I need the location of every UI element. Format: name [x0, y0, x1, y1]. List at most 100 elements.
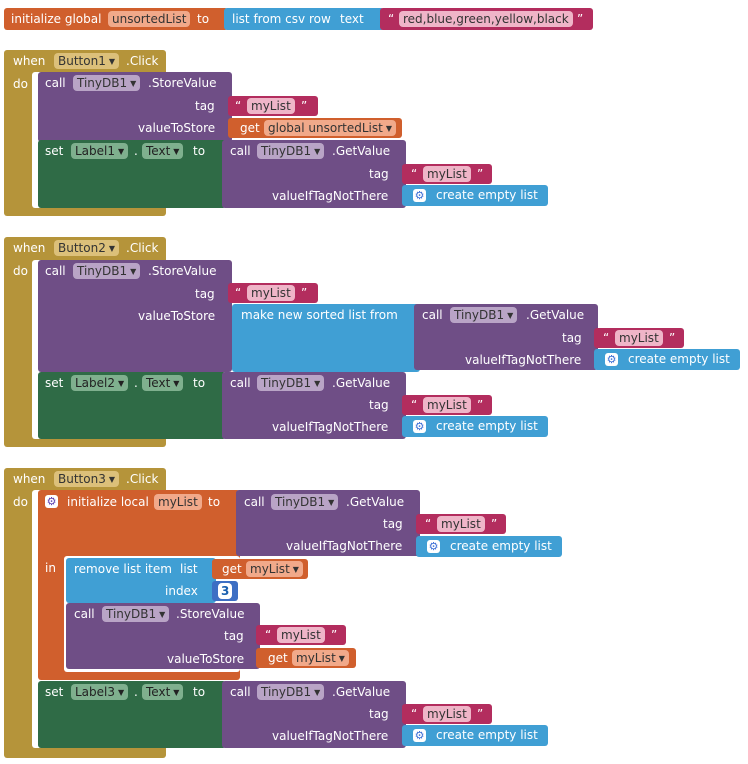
- init-global-block[interactable]: initialize global unsortedList to: [4, 8, 228, 30]
- string-mylist[interactable]: “ myList ”: [416, 514, 506, 534]
- chevron-down-icon: ▼: [173, 147, 180, 156]
- string-mylist[interactable]: “ myList ”: [594, 328, 684, 348]
- tinydb-dropdown[interactable]: TinyDB1 ▼: [102, 606, 170, 622]
- global-var-name[interactable]: unsortedList: [108, 11, 191, 27]
- csv-row-block[interactable]: list from csv row text: [224, 8, 384, 30]
- string-value[interactable]: myList: [423, 397, 471, 413]
- create-empty-list-block[interactable]: ⚙ create empty list: [594, 349, 740, 370]
- getvalue-block-1[interactable]: call TinyDB1 ▼ .GetValue tag valueIfTagNo…: [222, 140, 406, 208]
- string-value[interactable]: myList: [247, 98, 295, 114]
- string-text: myList: [427, 707, 467, 721]
- csv-string-block[interactable]: “ red,blue,green,yellow,black ”: [380, 8, 593, 30]
- store-value-block-1[interactable]: call TinyDB1 ▼ .StoreValue tag valueToSto…: [38, 72, 232, 142]
- getvalue-block-sorted[interactable]: call TinyDB1 ▼ .GetValue tag valueIfTagNo…: [414, 304, 598, 370]
- label3-dropdown[interactable]: Label3 ▼: [71, 684, 129, 700]
- call-label: call: [45, 264, 66, 278]
- index-value[interactable]: 3: [218, 583, 233, 599]
- tinydb-dropdown[interactable]: TinyDB1 ▼: [271, 494, 339, 510]
- csv-string-value[interactable]: red,blue,green,yellow,black: [399, 11, 573, 27]
- string-mylist[interactable]: “ myList ”: [256, 625, 346, 645]
- chevron-down-icon: ▼: [159, 610, 166, 619]
- set-label2-block[interactable]: set Label2 ▼ . Text ▼ to: [38, 372, 226, 439]
- init-global-label: initialize global: [11, 12, 102, 26]
- call-label: call: [230, 144, 251, 158]
- button1-dropdown[interactable]: Button1 ▼: [54, 53, 119, 69]
- get-mylist-block[interactable]: get myList ▼: [256, 648, 356, 668]
- mylist-text: myList: [296, 651, 336, 665]
- create-empty-list-block[interactable]: ⚙ create empty list: [402, 416, 548, 437]
- gear-icon[interactable]: ⚙: [45, 495, 58, 508]
- string-value[interactable]: myList: [423, 166, 471, 182]
- tinydb-dropdown[interactable]: TinyDB1 ▼: [257, 684, 325, 700]
- dot-label: .: [134, 376, 138, 390]
- string-value[interactable]: myList: [615, 330, 663, 346]
- string-mylist[interactable]: “ myList ”: [402, 704, 492, 724]
- remove-label: remove list item: [74, 562, 172, 576]
- sorted-list-block[interactable]: make new sorted list from: [232, 304, 420, 372]
- number-block[interactable]: 3: [212, 581, 238, 601]
- tinydb-dropdown[interactable]: TinyDB1 ▼: [257, 143, 325, 159]
- gear-icon[interactable]: ⚙: [413, 189, 426, 202]
- dot-label: .: [134, 685, 138, 699]
- string-mylist[interactable]: “ myList ”: [228, 96, 318, 116]
- tinydb-dropdown[interactable]: TinyDB1 ▼: [73, 263, 141, 279]
- chevron-down-icon: ▼: [328, 498, 335, 507]
- remove-list-item-block[interactable]: remove list item list index: [66, 558, 216, 603]
- get-global-block[interactable]: get global unsortedList ▼: [228, 118, 402, 138]
- mylist-dropdown[interactable]: myList ▼: [292, 650, 349, 666]
- tinydb-dropdown[interactable]: TinyDB1 ▼: [73, 75, 141, 91]
- button2-dropdown[interactable]: Button2 ▼: [54, 240, 119, 256]
- string-mylist[interactable]: “ myList ”: [402, 395, 492, 415]
- tinydb-text: TinyDB1: [77, 264, 128, 278]
- quote-open: “: [603, 331, 610, 345]
- mylist-text: myList: [250, 562, 290, 576]
- getvalue-block-2[interactable]: call TinyDB1 ▼ .GetValue tag valueIfTagNo…: [222, 372, 406, 439]
- tag-label: tag: [369, 398, 389, 412]
- set-label: set: [45, 376, 64, 390]
- mylist-dropdown[interactable]: myList ▼: [246, 561, 303, 577]
- storevalue-label: .StoreValue: [148, 264, 217, 278]
- button2-text: Button2: [58, 241, 106, 255]
- store-value-block-2[interactable]: call TinyDB1 ▼ .StoreValue tag valueToSto…: [38, 260, 232, 372]
- string-value[interactable]: myList: [247, 285, 295, 301]
- create-empty-list-block[interactable]: ⚙ create empty list: [402, 185, 548, 206]
- quote-close: ”: [477, 707, 484, 721]
- label2-dropdown[interactable]: Label2 ▼: [71, 375, 129, 391]
- set-label3-block[interactable]: set Label3 ▼ . Text ▼ to: [38, 681, 226, 748]
- button3-dropdown[interactable]: Button3 ▼: [54, 471, 119, 487]
- string-mylist[interactable]: “ myList ”: [402, 164, 492, 184]
- local-var-name[interactable]: myList: [154, 494, 202, 510]
- tag-label: tag: [195, 99, 215, 113]
- create-empty-list-block[interactable]: ⚙ create empty list: [416, 536, 562, 557]
- text-prop-dropdown[interactable]: Text ▼: [142, 684, 184, 700]
- getvalue-block-3b[interactable]: call TinyDB1 ▼ .GetValue tag valueIfTagNo…: [222, 681, 406, 748]
- getvalue-block-3a[interactable]: call TinyDB1 ▼ .GetValue tag valueIfTagNo…: [236, 490, 420, 556]
- string-mylist[interactable]: “ myList ”: [228, 283, 318, 303]
- tag-label: tag: [224, 629, 244, 643]
- text-prop-text: Text: [146, 376, 171, 390]
- get-mylist-block[interactable]: get myList ▼: [212, 559, 308, 579]
- gear-icon[interactable]: ⚙: [413, 420, 426, 433]
- set-label1-block[interactable]: set Label1 ▼ . Text ▼ to: [38, 140, 226, 208]
- string-value[interactable]: myList: [277, 627, 325, 643]
- text-prop-dropdown[interactable]: Text ▼: [142, 375, 184, 391]
- tinydb-dropdown[interactable]: TinyDB1 ▼: [450, 307, 518, 323]
- valuetostore-label: valueToStore: [138, 121, 216, 135]
- global-var-dropdown[interactable]: global unsortedList ▼: [264, 120, 396, 136]
- gear-icon[interactable]: ⚙: [605, 353, 618, 366]
- gear-icon[interactable]: ⚙: [413, 729, 426, 742]
- gear-icon[interactable]: ⚙: [427, 540, 440, 553]
- chevron-down-icon: ▼: [108, 57, 115, 66]
- string-value[interactable]: myList: [423, 706, 471, 722]
- create-empty-label: create empty list: [436, 188, 538, 202]
- text-prop-dropdown[interactable]: Text ▼: [142, 143, 184, 159]
- store-value-block-3[interactable]: call TinyDB1 ▼ .StoreValue tag valueToSto…: [66, 603, 260, 669]
- label1-dropdown[interactable]: Label1 ▼: [71, 143, 129, 159]
- tinydb-dropdown[interactable]: TinyDB1 ▼: [257, 375, 325, 391]
- string-value[interactable]: myList: [437, 516, 485, 532]
- create-empty-list-block[interactable]: ⚙ create empty list: [402, 725, 548, 746]
- quote-open: “: [388, 12, 395, 26]
- to-label: to: [208, 495, 221, 509]
- call-label: call: [45, 76, 66, 90]
- get-label: get: [268, 651, 288, 665]
